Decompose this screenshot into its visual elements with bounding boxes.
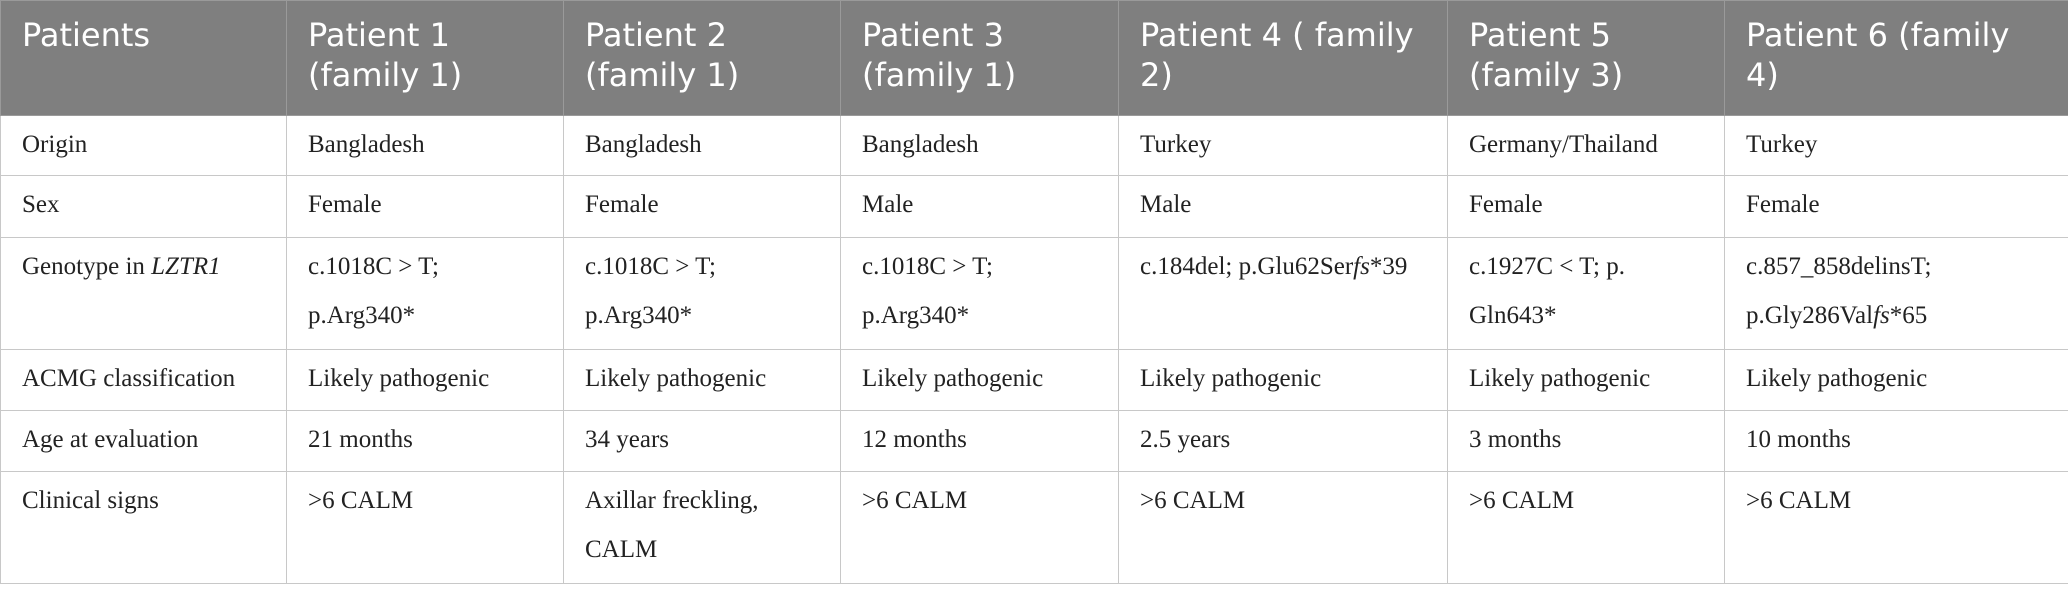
table-cell: Likely pathogenic	[1118, 349, 1448, 411]
table-cell: Axillar freckling, CALM	[563, 471, 841, 584]
table-cell: Bangladesh	[286, 115, 564, 176]
table-cell: c.1018C > T; p.Arg340*	[286, 237, 564, 350]
table-cell: >6 CALM	[840, 471, 1119, 584]
table-cell: c.1018C > T; p.Arg340*	[563, 237, 841, 350]
text-run: *65	[1889, 302, 1928, 329]
table-cell: Turkey	[1118, 115, 1448, 176]
table-row: Origin Bangladesh Bangladesh Bangladesh Turk…	[0, 115, 2068, 176]
table-cell: Male	[1118, 175, 1448, 238]
table-cell: >6 CALM	[1447, 471, 1725, 584]
text-run: fs	[1873, 302, 1890, 329]
patients-table: Patients Patient 1 (family 1) Patient 2 (f…	[0, 0, 2068, 584]
table-cell: Female	[563, 175, 841, 238]
text-run: LZTR1	[151, 253, 221, 280]
text-run: c.184del; p.Glu62Ser	[1140, 253, 1354, 280]
text-run: fs	[1353, 253, 1370, 280]
header-cell: Patient 1 (family 1)	[286, 0, 564, 116]
table-cell: c.1927C < T; p. Gln643*	[1447, 237, 1725, 350]
table-cell: Clinical signs	[0, 471, 287, 584]
table-body: Origin Bangladesh Bangladesh Bangladesh Turk…	[0, 115, 2068, 584]
table-cell: Bangladesh	[840, 115, 1119, 176]
table-cell: c.184del; p.Glu62Serfs*39	[1118, 237, 1448, 350]
text-run: Genotype in	[22, 253, 152, 280]
table-cell: 3 months	[1447, 410, 1725, 472]
text-run: *39	[1369, 253, 1408, 280]
table-cell: Age at evaluation	[0, 410, 287, 472]
table-cell: >6 CALM	[286, 471, 564, 584]
table-cell: >6 CALM	[1724, 471, 2068, 584]
table-cell: >6 CALM	[1118, 471, 1448, 584]
table-cell: Likely pathogenic	[563, 349, 841, 411]
header-cell: Patient 2 (family 1)	[563, 0, 841, 116]
table-row: Genotype in LZTR1 c.1018C > T; p.Arg340* c…	[0, 237, 2068, 350]
table-row: Sex Female Female Male Male Female Female	[0, 175, 2068, 238]
table-cell: Female	[1724, 175, 2068, 238]
table-cell: Likely pathogenic	[840, 349, 1119, 411]
header-cell: Patient 4 ( family 2)	[1118, 0, 1448, 116]
table-cell: Bangladesh	[563, 115, 841, 176]
table-cell: Germany/Thailand	[1447, 115, 1725, 176]
header-cell: Patient 5 (family 3)	[1447, 0, 1725, 116]
table-cell: Female	[286, 175, 564, 238]
header-cell: Patients	[0, 0, 287, 116]
table-cell: 21 months	[286, 410, 564, 472]
table-cell: Female	[1447, 175, 1725, 238]
table-cell: Male	[840, 175, 1119, 238]
table-cell: 12 months	[840, 410, 1119, 472]
table-cell: 34 years	[563, 410, 841, 472]
header-row: Patients Patient 1 (family 1) Patient 2 (f…	[0, 0, 2068, 116]
header-cell: Patient 6 (family 4)	[1724, 0, 2068, 116]
table-cell: Likely pathogenic	[1447, 349, 1725, 411]
table-cell: c.1018C > T; p.Arg340*	[840, 237, 1119, 350]
table-row: Clinical signs >6 CALM Axillar freckling, …	[0, 471, 2068, 584]
header-cell: Patient 3 (family 1)	[840, 0, 1119, 116]
table-cell: c.857_858delinsT; p.Gly286Valfs*65	[1724, 237, 2068, 350]
table-cell: 10 months	[1724, 410, 2068, 472]
table-row: Age at evaluation 21 months 34 years 12 mon…	[0, 410, 2068, 472]
table-cell: Likely pathogenic	[1724, 349, 2068, 411]
table-cell: Genotype in LZTR1	[0, 237, 287, 350]
table-cell: Sex	[0, 175, 287, 238]
table-cell: Likely pathogenic	[286, 349, 564, 411]
table-cell: ACMG classification	[0, 349, 287, 411]
table-cell: 2.5 years	[1118, 410, 1448, 472]
table-row: ACMG classification Likely pathogenic Like…	[0, 349, 2068, 411]
text-run: c.857_858delinsT; p.Gly286Val	[1746, 253, 1932, 329]
table-cell: Origin	[0, 115, 287, 176]
table-cell: Turkey	[1724, 115, 2068, 176]
